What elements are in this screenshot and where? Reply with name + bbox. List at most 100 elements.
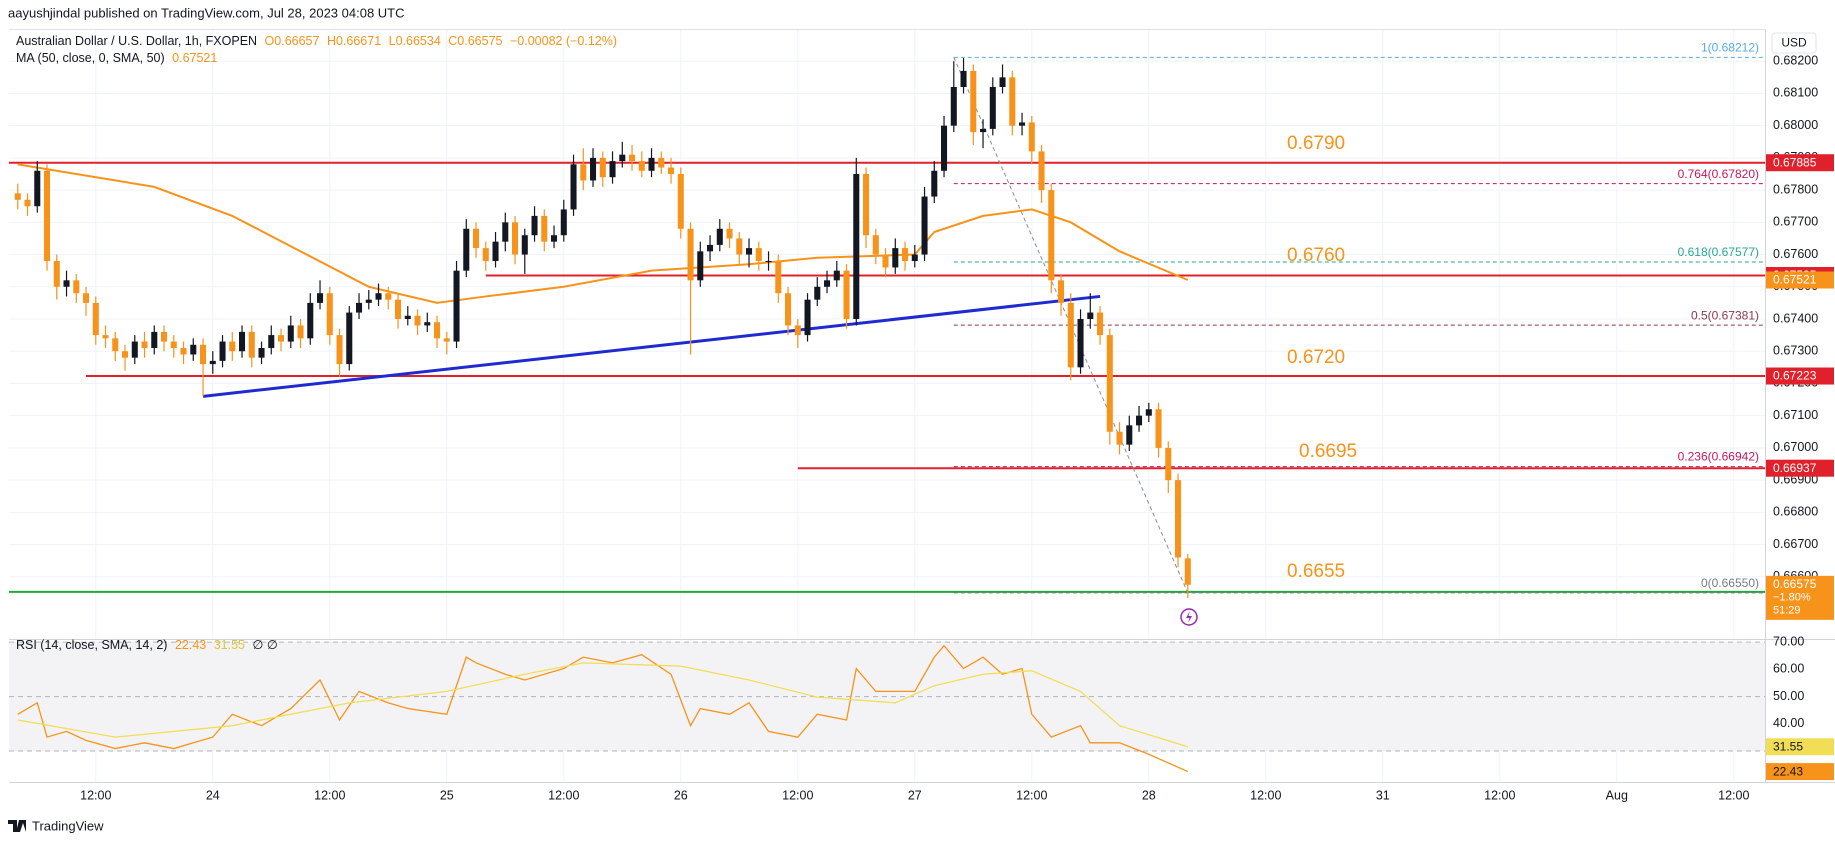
candle-body — [1038, 151, 1045, 191]
fib-label: 0.764(0.67820) — [1678, 167, 1759, 181]
event-bolt — [1186, 611, 1192, 623]
currency: USD — [1781, 36, 1807, 50]
fib-label: 0.236(0.66942) — [1678, 450, 1759, 464]
candle-body — [794, 325, 801, 336]
candle-body — [941, 125, 948, 171]
level-badge-bg — [1766, 154, 1834, 172]
y-tick-label: 0.67700 — [1773, 215, 1818, 229]
candle-body — [590, 157, 597, 181]
x-tick-label: 12:00 — [548, 788, 579, 802]
candle-body — [239, 331, 246, 352]
candle-body — [492, 241, 499, 261]
x-tick-label: 28 — [1142, 788, 1156, 802]
candle-body — [1165, 447, 1172, 481]
candle-body — [882, 254, 889, 268]
badge-layer: 0.678850.675350.672230.669370.665530.675… — [1766, 154, 1834, 781]
candle-body — [521, 235, 528, 255]
candle-body — [1136, 415, 1143, 426]
ohlc-open: O0.66657 — [265, 34, 320, 48]
ohlc-close: C0.66575 — [448, 34, 502, 48]
symbol-legend: Australian Dollar / U.S. Dollar, 1h, FXO… — [16, 34, 617, 48]
current-price: 0.66575 — [1773, 577, 1817, 591]
ma-name: MA (50, close, 0, SMA, 50) — [16, 51, 165, 65]
x-tick-label: 12:00 — [80, 788, 111, 802]
candle-body — [1145, 409, 1152, 416]
candle-body — [658, 157, 665, 168]
candle-body — [326, 293, 333, 336]
x-tick-label: 12:00 — [314, 788, 345, 802]
x-tick-label: 12:00 — [1484, 788, 1515, 802]
candle-body — [1048, 190, 1055, 281]
candle-body — [950, 87, 957, 126]
candle-body — [297, 325, 304, 339]
candle-body — [73, 280, 80, 294]
x-tick-label: Aug — [1606, 788, 1628, 802]
candle-body — [365, 299, 372, 303]
y-tick-label: 0.68100 — [1773, 86, 1818, 100]
candle-body — [551, 235, 558, 242]
candle-body — [931, 170, 938, 197]
logo-mark — [8, 820, 26, 832]
rsi-tick-label: 40.00 — [1773, 716, 1804, 730]
rsi-tick-label: 60.00 — [1773, 662, 1804, 676]
level-badge: 0.67223 — [1773, 369, 1817, 383]
ma-value: 0.67521 — [172, 51, 217, 65]
candle-body — [872, 235, 879, 255]
candle-body — [863, 174, 870, 236]
candle-body — [1155, 409, 1162, 448]
rsi-extra: ∅ ∅ — [252, 638, 277, 652]
level-badge: 0.67885 — [1773, 155, 1817, 169]
candle-body — [395, 299, 402, 319]
rsi-line — [17, 644, 1189, 773]
ohlc-change: −0.00082 (−0.12%) — [510, 34, 617, 48]
candle-body — [853, 174, 860, 319]
rsi-legend: RSI (14, close, SMA, 14, 2) 22.43 31.55 … — [16, 638, 278, 652]
x-tick-label: 12:00 — [1718, 788, 1749, 802]
level-badge-bg — [1766, 367, 1834, 385]
candle-body — [453, 270, 460, 342]
candle-body — [531, 215, 538, 236]
candle-body — [707, 244, 714, 252]
candle-body — [609, 161, 616, 178]
footer-text: TradingView — [32, 818, 104, 833]
candle-body — [278, 335, 285, 342]
candle-body — [287, 325, 294, 342]
candle-body — [268, 335, 275, 348]
ohlc-high: H0.66671 — [327, 34, 381, 48]
ma-legend: MA (50, close, 0, SMA, 50) 0.67521 — [16, 51, 217, 65]
candle-body — [434, 322, 441, 339]
candle-body — [980, 128, 987, 133]
rsi-sma-value: 31.55 — [214, 638, 245, 652]
level-annotation: 0.6760 — [1287, 245, 1345, 266]
level-annotation: 0.6720 — [1287, 347, 1345, 368]
candle-body — [102, 335, 109, 339]
event-icon — [1180, 608, 1198, 626]
ma-badge: 0.67521 — [1773, 273, 1817, 287]
candle-body — [638, 161, 645, 171]
candle-body — [414, 315, 421, 326]
level-annotation: 0.6695 — [1299, 441, 1357, 462]
candle-body — [112, 338, 119, 352]
current-countdown: 51:29 — [1773, 605, 1801, 617]
candle-body — [1087, 312, 1094, 319]
candle-body — [648, 157, 655, 171]
candle-body — [34, 170, 41, 207]
footer-logo: TradingView — [8, 818, 104, 833]
y-tick-label: 0.67100 — [1773, 408, 1818, 422]
current-change: −1.80% — [1773, 592, 1811, 604]
main-layer — [9, 56, 1765, 773]
candle-body — [1067, 302, 1074, 368]
candle-body — [775, 261, 782, 294]
candle-body — [307, 302, 314, 339]
candle-body — [599, 157, 606, 178]
candle-body — [726, 228, 733, 239]
candle-body — [190, 344, 197, 355]
candle-body — [989, 87, 996, 129]
candle-body — [248, 331, 255, 358]
candle-body — [463, 228, 470, 271]
candle-body — [44, 170, 51, 261]
candle-body — [765, 261, 772, 262]
y-tick-label: 0.67400 — [1773, 311, 1818, 325]
candle-body — [151, 331, 158, 348]
candle-body — [804, 299, 811, 336]
